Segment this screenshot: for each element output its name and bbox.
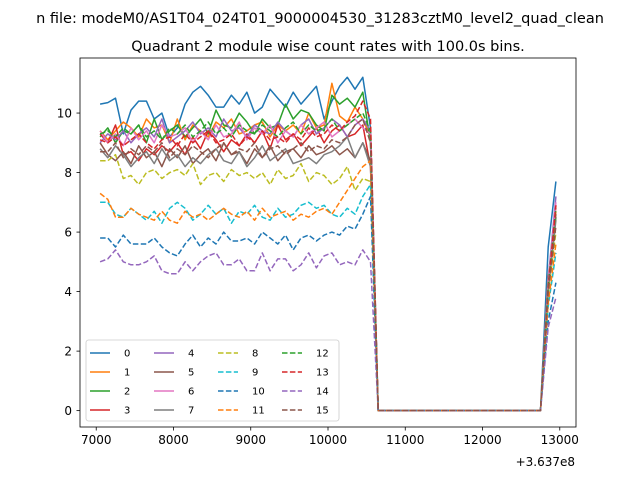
x-axis: 7000 8000 9000 10000 11000 12000 13000 [81,427,579,447]
x-tick-label: 7000 [81,433,112,447]
legend-label-13: 13 [316,368,329,379]
x-tick-label: 10000 [309,433,347,447]
series-line-11 [99,159,557,412]
legend-label-12: 12 [316,349,329,360]
y-tick-label: 10 [57,106,72,120]
y-tick-label: 2 [64,344,72,358]
series-line-10 [100,195,557,412]
x-tick-label: 9000 [235,433,266,447]
legend-label-10: 10 [252,387,265,398]
y-tick-label: 8 [64,166,72,180]
y-axis: 0 2 4 6 8 10 [57,106,80,418]
legend-label-14: 14 [316,387,329,398]
legend-label-2: 2 [124,387,130,398]
legend-label-15: 15 [316,406,329,417]
legend-label-6: 6 [188,387,194,398]
plot-area [99,76,557,412]
x-tick-label: 12000 [463,433,501,447]
series-line-14 [99,249,557,412]
legend-label-7: 7 [188,406,194,417]
legend-label-8: 8 [252,349,258,360]
legend-label-11: 11 [252,406,265,417]
y-tick-label: 0 [64,404,72,418]
legend-box [85,339,340,422]
y-tick-label: 4 [64,285,72,299]
x-tick-label: 11000 [386,433,424,447]
legend-label-0: 0 [124,349,130,360]
x-tick-label: 13000 [541,433,579,447]
x-offset-label: +3.637e8 [516,455,575,469]
legend-label-1: 1 [124,368,130,379]
legend-label-9: 9 [252,368,258,379]
legend-label-3: 3 [124,406,130,417]
x-tick-label: 8000 [158,433,189,447]
chart-title: Quadrant 2 module wise count rates with … [131,39,525,55]
chart-suptitle: n file: modeM0/AS1T04_024T01_9000004530_… [36,11,604,27]
legend-label-4: 4 [188,349,194,360]
y-tick-label: 6 [64,225,72,239]
legend-label-5: 5 [188,368,194,379]
